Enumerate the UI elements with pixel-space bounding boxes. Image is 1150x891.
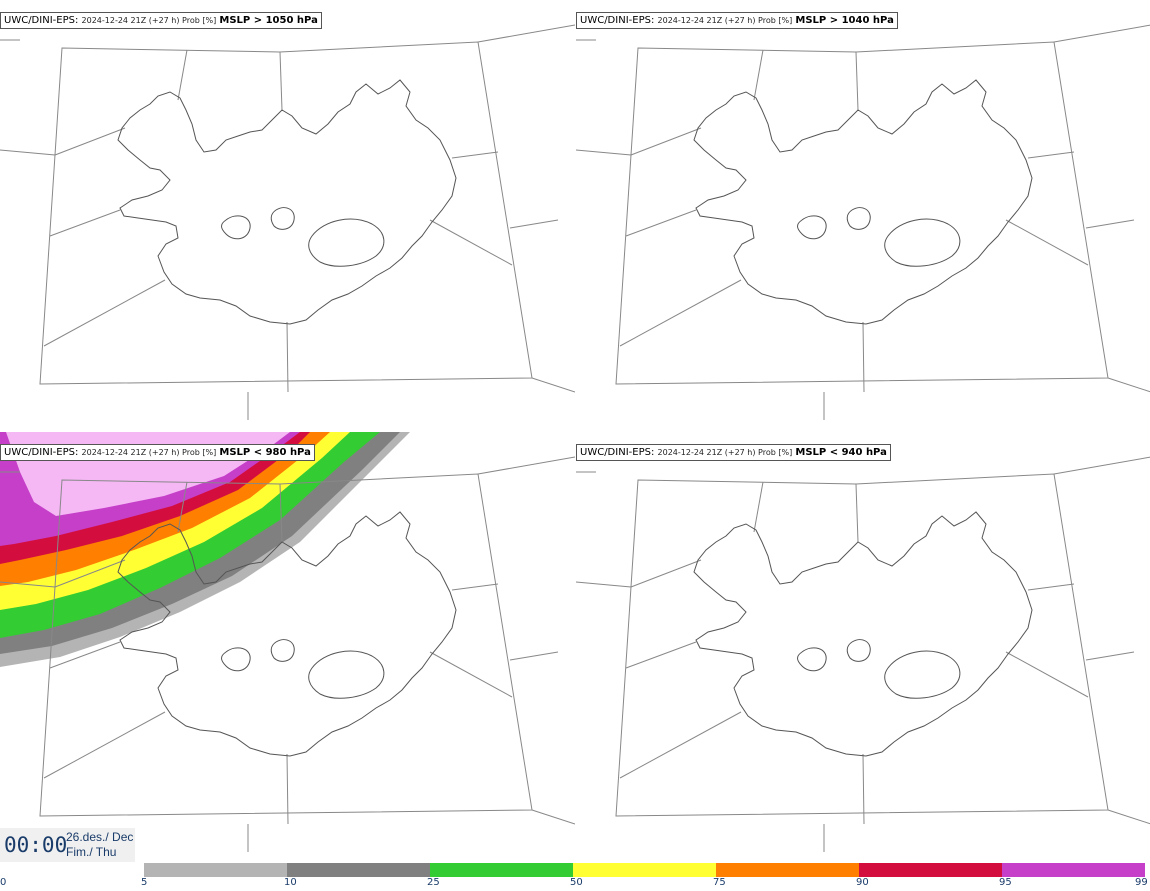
legend-tick-label: 95 — [999, 877, 1012, 888]
legend-color-segment — [430, 863, 573, 877]
legend-tick-label: 90 — [856, 877, 869, 888]
legend-color-segment — [144, 863, 287, 877]
probability-field-svg — [0, 432, 575, 853]
variable-name: MSLP > 1040 hPa — [795, 15, 894, 26]
panel-title: UWC/DINI-EPS: 2024-12-24 21Z (+27 h) Pro… — [576, 444, 891, 461]
legend-color-segment — [716, 863, 859, 877]
panel-title: UWC/DINI-EPS: 2024-12-24 21Z (+27 h) Pro… — [576, 12, 898, 29]
probability-legend: 0 5 10 25 50 75 90 95 99 — [0, 862, 1150, 891]
legend-color-segment — [859, 863, 1002, 877]
legend-color-segment — [287, 863, 430, 877]
basemap-svg — [0, 24, 575, 421]
legend-tick-label: 0 — [0, 877, 7, 888]
map-panel-mslp-gt-1040: UWC/DINI-EPS: 2024-12-24 21Z (+27 h) Pro… — [576, 0, 1150, 430]
panel-title: UWC/DINI-EPS: 2024-12-24 21Z (+27 h) Pro… — [0, 12, 322, 29]
model-name: UWC/DINI-EPS — [580, 447, 651, 458]
map-panel-mslp-lt-940: UWC/DINI-EPS: 2024-12-24 21Z (+27 h) Pro… — [576, 432, 1150, 862]
valid-time-clock: 00:00 — [4, 833, 68, 857]
valid-date-line2: Fim./ Thu — [66, 845, 117, 859]
map-panel-mslp-lt-980: UWC/DINI-EPS: 2024-12-24 21Z (+27 h) Pro… — [0, 432, 575, 862]
model-name: UWC/DINI-EPS — [4, 15, 75, 26]
legend-color-segment — [1002, 863, 1145, 877]
run-info: 2024-12-24 21Z (+27 h) Prob [%] — [657, 16, 793, 25]
run-info: 2024-12-24 21Z (+27 h) Prob [%] — [81, 448, 217, 457]
legend-tick-label: 99 — [1135, 877, 1148, 888]
legend-tick-label: 5 — [141, 877, 148, 888]
run-info: 2024-12-24 21Z (+27 h) Prob [%] — [657, 448, 793, 457]
legend-tick-label: 75 — [713, 877, 726, 888]
model-name: UWC/DINI-EPS — [580, 15, 651, 26]
legend-tick-label: 25 — [427, 877, 440, 888]
variable-name: MSLP < 980 hPa — [219, 447, 311, 458]
basemap-svg — [576, 24, 1150, 421]
valid-time-box: 00:00 26.des./ Dec Fim./ Thu — [0, 828, 135, 862]
model-name: UWC/DINI-EPS — [4, 447, 75, 458]
basemap-svg — [576, 456, 1150, 853]
valid-date: 26.des./ Dec Fim./ Thu — [66, 830, 133, 860]
variable-name: MSLP < 940 hPa — [795, 447, 887, 458]
variable-name: MSLP > 1050 hPa — [219, 15, 318, 26]
probability-bands — [0, 432, 410, 667]
run-info: 2024-12-24 21Z (+27 h) Prob [%] — [81, 16, 217, 25]
legend-tick-label: 50 — [570, 877, 583, 888]
valid-date-line1: 26.des./ Dec — [66, 830, 134, 844]
panel-title: UWC/DINI-EPS: 2024-12-24 21Z (+27 h) Pro… — [0, 444, 315, 461]
legend-tick-label: 10 — [284, 877, 297, 888]
map-panel-mslp-gt-1050: UWC/DINI-EPS: 2024-12-24 21Z (+27 h) Pro… — [0, 0, 575, 430]
legend-color-segment — [573, 863, 716, 877]
